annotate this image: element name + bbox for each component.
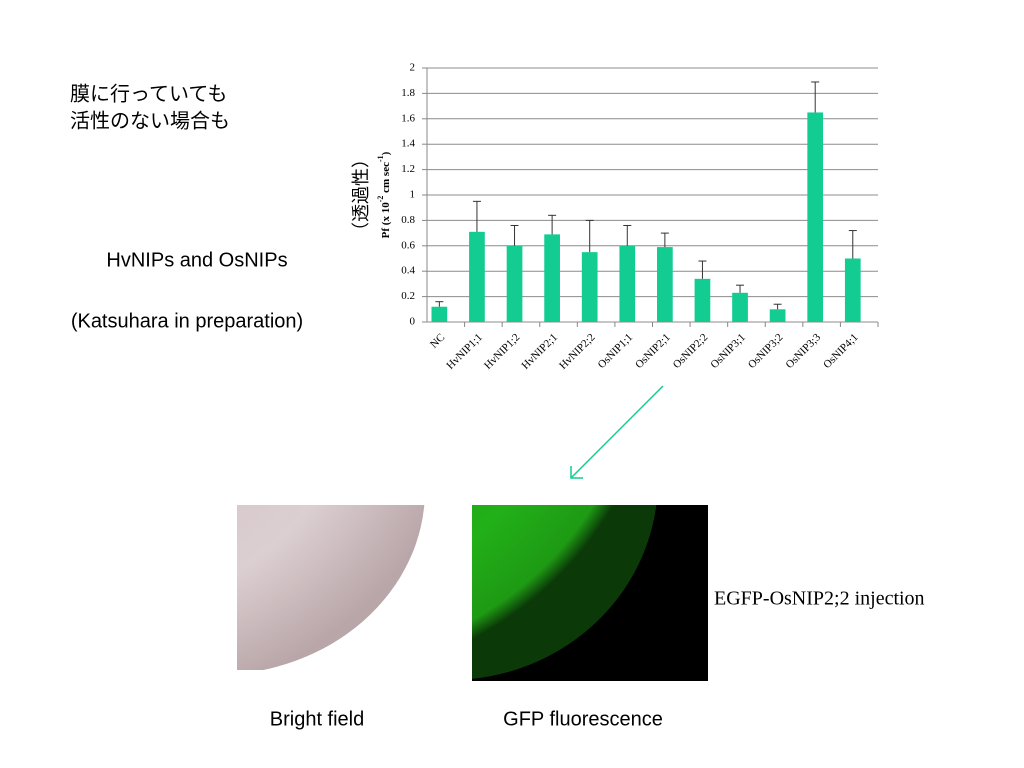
x-tick-label: OsNIP2;2 xyxy=(671,331,711,371)
y-tick-label: 0.8 xyxy=(401,214,415,226)
x-tick-label: OsNIP1;1 xyxy=(596,331,636,371)
x-tick-label: HvNIP1;2 xyxy=(482,331,522,371)
arrow-head xyxy=(570,466,583,479)
bar xyxy=(657,247,673,322)
bar xyxy=(694,278,711,322)
heading: HvNIPs and OsNIPs xyxy=(106,249,287,271)
y-tick-label: 0.6 xyxy=(401,239,415,251)
bar xyxy=(431,306,448,322)
bar xyxy=(544,234,560,322)
bright-field-image xyxy=(237,505,425,670)
bar xyxy=(807,112,824,322)
arrow xyxy=(570,385,664,479)
image-label: Bright field xyxy=(270,708,365,730)
y-tick-label: 1.4 xyxy=(401,138,415,150)
y-tick-label: 1.2 xyxy=(401,163,415,175)
x-tick-label: OsNIP3;3 xyxy=(784,331,824,371)
y-tick-label: 2 xyxy=(410,62,416,74)
x-tick-label: HvNIP2;2 xyxy=(557,331,597,371)
image-label: GFP fluorescence xyxy=(503,708,663,730)
x-tick-label: HvNIP2;1 xyxy=(520,331,560,371)
y-axis-label-part: -2 xyxy=(376,196,385,203)
bar xyxy=(732,292,748,322)
y-axis-label-part: cm sec xyxy=(380,162,392,196)
y-tick-label: 1 xyxy=(410,189,416,201)
note-line: 活性のない場合も xyxy=(70,109,230,133)
bar xyxy=(506,245,523,322)
note-line: 膜に行っていても xyxy=(70,82,227,106)
y-axis-label: Pf (x 10-2 cm sec-1) xyxy=(376,151,391,238)
bar xyxy=(844,258,861,322)
x-tick-label: OsNIP2;1 xyxy=(633,331,673,371)
y-tick-label: 1.6 xyxy=(401,112,415,124)
y-axis-label-part: -1 xyxy=(376,155,385,162)
y-axis-label-2: （透過性） xyxy=(351,150,372,240)
image-caption: EGFP-OsNIP2;2 injection xyxy=(714,588,925,610)
y-tick-label: 0.2 xyxy=(401,290,415,302)
y-tick-label: 0 xyxy=(410,316,416,328)
bar xyxy=(769,309,786,322)
y-axis-label-part: Pf (x 10 xyxy=(380,202,392,239)
x-tick-label: NC xyxy=(428,331,447,350)
x-tick-label: OsNIP3;2 xyxy=(746,331,786,371)
bar xyxy=(469,231,485,322)
gfp-image xyxy=(472,505,708,681)
chart: 0 0.2 0.4 0.6 0.8 1 1.2 1.4 1.6 1.8 2 Pf (x 10-2 cm… xyxy=(351,62,879,372)
bar xyxy=(619,245,636,322)
x-tick-label: HvNIP1;1 xyxy=(444,331,484,371)
y-tick-label: 1.8 xyxy=(401,87,415,99)
citation: (Katsuhara in preparation) xyxy=(71,310,303,332)
x-tick-label: OsNIP4;1 xyxy=(821,331,861,371)
y-tick-label: 0.4 xyxy=(401,265,415,277)
x-tick-label: OsNIP3;1 xyxy=(708,331,748,371)
y-axis-label-part: ) xyxy=(380,151,392,155)
bar xyxy=(581,252,598,322)
